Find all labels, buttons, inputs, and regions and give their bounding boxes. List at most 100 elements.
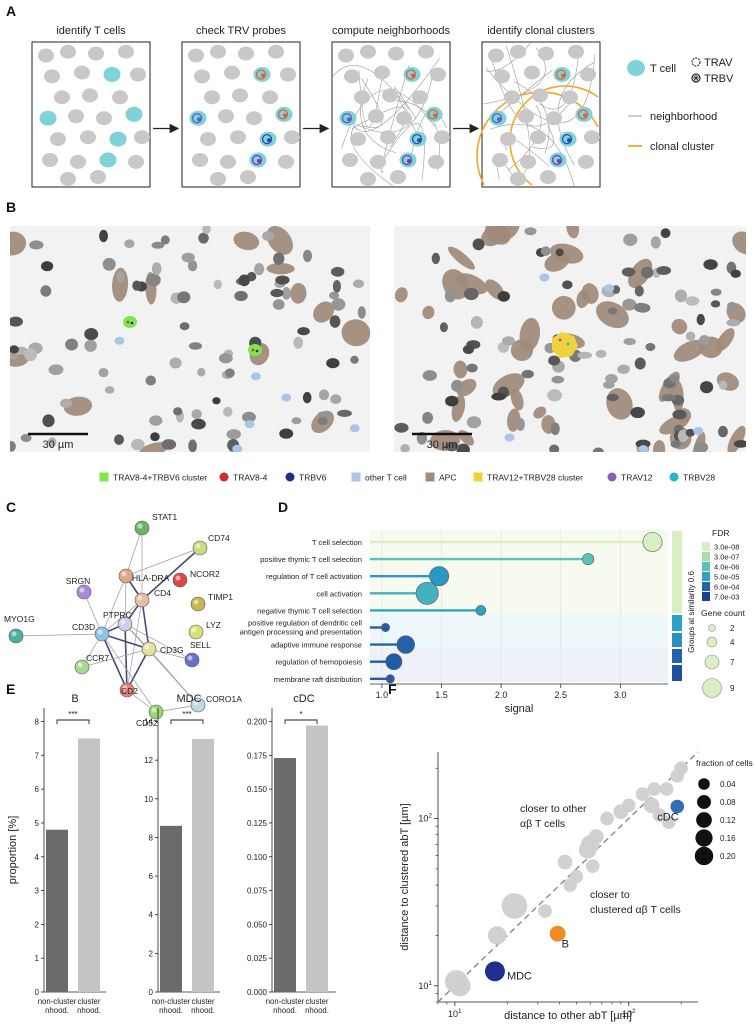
clonal-label: clonal cluster [650, 141, 715, 153]
trv-probe-dot [583, 113, 587, 118]
network-edge [124, 575, 127, 625]
node-label: SRGN [66, 576, 91, 586]
network-edge [15, 633, 103, 637]
nucleus [685, 331, 696, 341]
fdr-label: 3.0e-07 [714, 553, 739, 562]
y-tick-label: 0.075 [247, 887, 268, 896]
node-circle [192, 540, 208, 556]
scatter-point [621, 798, 636, 813]
apc-cell [533, 406, 547, 419]
nucleus [733, 439, 746, 448]
trav12-trbv28-cluster [552, 332, 578, 358]
trv-probe-dot [433, 113, 437, 118]
nucleus [151, 241, 165, 249]
node-circle [76, 584, 92, 600]
network-edge [125, 527, 143, 577]
legend-label: TRAV12+TRBV28 cluster [487, 473, 583, 483]
size-legend-label: 0.04 [720, 780, 736, 789]
apc-cell [139, 442, 169, 452]
nucleus [497, 291, 510, 302]
neighborhood-boundary [485, 43, 531, 72]
trv-probe-dot [267, 138, 271, 143]
network-edge [141, 599, 150, 650]
nucleus [291, 417, 302, 425]
schematic-cell [396, 111, 412, 126]
schematic-cell [210, 172, 226, 186]
lollipop-point [385, 674, 395, 684]
nucleus [29, 240, 44, 250]
schematic-cell [434, 130, 450, 145]
schematic-cell [60, 172, 76, 186]
nucleus [350, 355, 359, 364]
network-edge [124, 623, 193, 661]
nucleus [549, 444, 560, 452]
trv-probe-mark [491, 113, 503, 124]
clonal-cluster-boundary [509, 85, 599, 186]
category-label: cluster [192, 997, 215, 1006]
nucleus [444, 442, 459, 452]
scatter-point [647, 782, 662, 796]
term-label: antigen processing and presentation [240, 628, 362, 637]
panel-f-scatter-chart: 101 101 102 102 cDC B MDC closer to other αβ T c… [399, 751, 753, 1022]
network-edge [101, 575, 127, 635]
node-label: CD3D [72, 622, 95, 632]
node-circle [190, 596, 206, 612]
size-legend-swatch [694, 846, 714, 866]
schematic-cell [388, 46, 404, 61]
size-legend-label: 0.12 [720, 816, 736, 825]
apc-cell [596, 301, 629, 329]
bar [160, 825, 182, 992]
nucleus [10, 441, 16, 452]
neighborhood-boundary [360, 78, 396, 154]
schematic-cell [412, 90, 428, 105]
nucleus [516, 417, 525, 431]
category-label: nhood. [77, 1006, 101, 1015]
nucleus [726, 319, 741, 327]
node-circle [134, 520, 150, 536]
nucleus [451, 379, 464, 392]
schematic-cell [510, 172, 526, 186]
node-label: LYZ [206, 620, 221, 630]
nucleus [10, 345, 19, 354]
other-t-cell [604, 284, 615, 293]
significance-stars: * [299, 710, 302, 719]
nucleus [275, 275, 290, 285]
apc-cell [551, 295, 576, 320]
nucleus [218, 353, 233, 364]
apc-cell [453, 360, 468, 379]
schematic-cell [368, 109, 384, 124]
trv-probe-dot [197, 117, 201, 122]
nucleus [99, 229, 108, 243]
category-label: nhood. [273, 1006, 297, 1015]
category-label: nhood. [159, 1006, 183, 1015]
size-legend-swatch [697, 795, 711, 809]
panel-label-c: C [6, 499, 16, 515]
neighborhood-label: neighborhood [650, 111, 717, 123]
step-title: identify clonal clusters [487, 25, 595, 37]
category-label: non-cluster [152, 997, 191, 1006]
panel-e-bar-charts: proportion [%]B012345678non-clusternhood… [7, 693, 336, 1015]
nucleus [718, 380, 728, 390]
nucleus [592, 447, 604, 452]
nucleus [40, 261, 54, 272]
panel-d-enrichment-chart: 1.0 1.5 2.0 2.5 3.0 signal T cell selection pos… [240, 528, 746, 715]
fdr-swatch [702, 572, 710, 581]
lollipop-point [582, 553, 595, 566]
schematic-step-4: identify clonal clusters [476, 25, 601, 188]
scatter-point-b [549, 925, 566, 942]
schematic-cell [344, 69, 360, 84]
microscopy-image-1 [10, 226, 370, 452]
trv-probe-dot [261, 73, 265, 78]
nucleus [188, 439, 197, 452]
network-edge [126, 648, 150, 691]
network-node-coro1a: CORO1A [190, 694, 242, 713]
bar [306, 725, 328, 992]
y-tick-label: 0.100 [247, 853, 268, 862]
panel-b-legend: TRAV8-4+TRBV6 cluster TRAV8-4 TRBV6 other T… [99, 472, 715, 483]
nucleus [84, 328, 99, 341]
nucleus [605, 373, 618, 384]
schematic-cell [118, 44, 134, 59]
node-label: CD4 [154, 588, 171, 598]
nucleus [238, 274, 250, 287]
y-tick-label: 5 [35, 819, 40, 828]
